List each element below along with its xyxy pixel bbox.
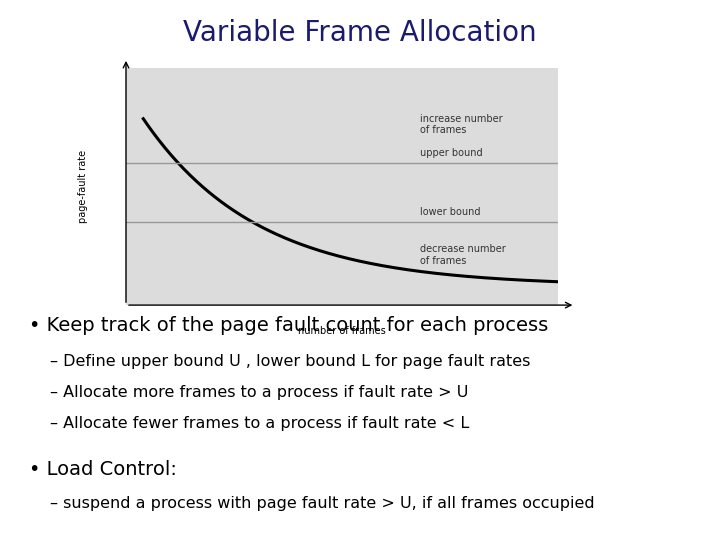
Text: decrease number
of frames: decrease number of frames — [420, 245, 505, 266]
Text: page-fault rate: page-fault rate — [78, 150, 88, 223]
Text: – Allocate more frames to a process if fault rate > U: – Allocate more frames to a process if f… — [50, 385, 469, 400]
Text: Variable Frame Allocation: Variable Frame Allocation — [183, 19, 537, 47]
Text: – Define upper bound U , lower bound L for page fault rates: – Define upper bound U , lower bound L f… — [50, 354, 531, 369]
Text: – suspend a process with page fault rate > U, if all frames occupied: – suspend a process with page fault rate… — [50, 496, 595, 511]
Text: increase number
of frames: increase number of frames — [420, 114, 503, 136]
Text: number of frames: number of frames — [298, 327, 386, 336]
Text: lower bound: lower bound — [420, 207, 480, 217]
Text: • Load Control:: • Load Control: — [29, 460, 176, 478]
Text: upper bound: upper bound — [420, 148, 482, 158]
Text: • Keep track of the page fault count for each process: • Keep track of the page fault count for… — [29, 316, 548, 335]
Text: – Allocate fewer frames to a process if fault rate < L: – Allocate fewer frames to a process if … — [50, 416, 469, 431]
